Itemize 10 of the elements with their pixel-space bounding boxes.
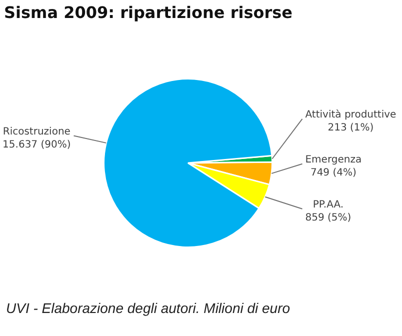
slice-label: Ricostruzione xyxy=(2,126,70,138)
slice-label: PP.AA. xyxy=(312,200,344,211)
data-label: 15.637 (90%) xyxy=(2,139,71,150)
data-label: 213 (1%) xyxy=(328,122,374,134)
slice-label: Emergenza xyxy=(305,154,362,166)
data-label: 749 (4%) xyxy=(310,168,356,179)
text: UVI - Elaborazione degli autori. Milioni di euro xyxy=(6,300,290,316)
chart-title: Sisma 2009: ripartizione risorse xyxy=(4,3,292,22)
data-label: 859 (5%) xyxy=(305,212,352,224)
slice-label: Attività produttive xyxy=(305,110,396,121)
